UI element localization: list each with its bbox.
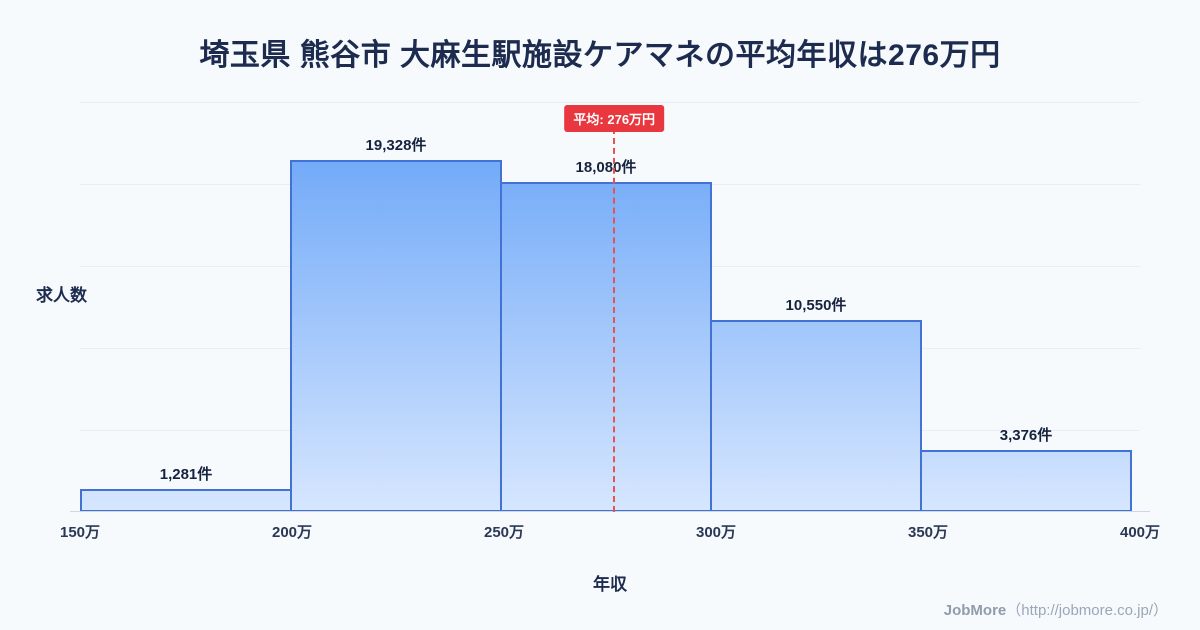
histogram-bar: 19,328件: [290, 137, 502, 512]
average-dashed-line: [613, 128, 616, 512]
bar-value-label: 18,080件: [575, 159, 637, 176]
bar-value-label: 3,376件: [999, 427, 1053, 444]
histogram-bar: 1,281件: [80, 466, 292, 512]
x-tick-label: 400万: [1119, 524, 1161, 541]
histogram-bar: 18,080件: [500, 159, 712, 512]
histogram-bar: 10,550件: [710, 297, 922, 512]
bar-value-label: 10,550件: [785, 297, 847, 314]
x-tick-label: 350万: [907, 524, 949, 541]
x-tick-labels: 150万 200万 250万 300万 350万 400万: [60, 521, 1160, 541]
bar-rect: [500, 182, 712, 512]
page-title: 埼玉県 熊谷市 大麻生駅施設ケアマネの平均年収は276万円: [199, 39, 1001, 72]
x-axis-line: [70, 511, 1150, 512]
brand-name: JobMore: [943, 602, 1007, 619]
average-badge: 平均: 276万円: [564, 105, 665, 132]
bar-rect: [920, 450, 1132, 512]
bar-rect: [80, 489, 292, 512]
x-axis-label: 年収: [593, 575, 627, 594]
brand-url: （http://jobmore.co.jp/）: [1006, 602, 1168, 619]
bar-rect: [710, 320, 922, 512]
y-axis-label: 求人数: [36, 286, 87, 305]
bar-value-label: 19,328件: [365, 137, 427, 154]
bar-value-label: 1,281件: [159, 466, 213, 483]
x-tick-label: 300万: [695, 524, 737, 541]
x-tick-label: 250万: [483, 524, 525, 541]
x-tick-label: 200万: [271, 524, 313, 541]
footer-credit: JobMore（http://jobmore.co.jp/）: [944, 599, 1168, 620]
bar-rect: [290, 160, 502, 512]
bars-container: 1,281件 19,328件 18,080件 10,550件 3,376件: [80, 100, 1140, 512]
plot-area: 1,281件 19,328件 18,080件 10,550件 3,376件 平均: 27…: [60, 100, 1160, 541]
histogram-bar: 3,376件: [920, 427, 1132, 512]
x-tick-label: 150万: [59, 524, 101, 541]
